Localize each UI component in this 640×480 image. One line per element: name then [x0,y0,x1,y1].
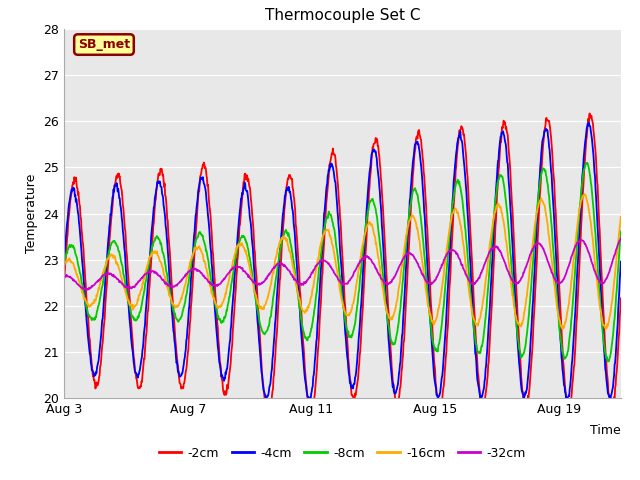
-4cm [585,120,593,126]
-4cm [208,260,216,265]
Line: -32cm: -32cm [64,239,621,290]
-32cm [617,236,625,241]
-16cm [348,307,355,312]
-2cm [348,393,356,398]
-4cm [348,384,356,390]
Text: Time: Time [590,424,621,437]
Line: -2cm: -2cm [64,113,621,416]
Y-axis label: Temperature: Temperature [25,174,38,253]
Line: -4cm: -4cm [64,123,621,403]
-32cm [463,274,471,279]
-8cm [133,317,141,323]
-8cm [605,359,612,364]
-2cm [133,376,141,382]
-32cm [60,274,68,279]
-16cm [133,301,141,307]
-4cm [305,400,313,406]
-8cm [348,335,355,340]
-16cm [208,290,216,296]
Title: Thermocouple Set C: Thermocouple Set C [265,9,420,24]
-16cm [582,192,589,198]
-2cm [60,277,68,283]
-16cm [267,281,275,287]
-8cm [584,160,591,166]
-32cm [133,280,141,286]
-2cm [208,228,216,234]
Text: SB_met: SB_met [78,38,130,51]
-4cm [267,375,275,381]
-16cm [60,262,68,267]
-32cm [208,282,216,288]
-8cm [208,281,216,287]
-16cm [617,214,625,220]
-16cm [581,191,589,197]
-32cm [348,274,356,280]
Line: -16cm: -16cm [64,194,621,329]
-2cm [581,153,589,158]
-4cm [463,202,471,207]
-4cm [133,371,141,377]
-8cm [60,260,68,265]
-16cm [559,326,566,332]
Line: -8cm: -8cm [64,163,621,361]
-32cm [83,287,90,293]
-2cm [586,110,594,116]
-2cm [463,169,471,175]
-4cm [60,259,68,264]
-2cm [268,401,275,407]
-2cm [617,296,625,301]
-8cm [617,228,625,234]
Legend: -2cm, -4cm, -8cm, -16cm, -32cm: -2cm, -4cm, -8cm, -16cm, -32cm [154,442,531,465]
-2cm [264,413,271,419]
-8cm [463,239,470,245]
-4cm [617,259,625,264]
-4cm [581,139,589,144]
-32cm [581,241,589,247]
-8cm [267,314,275,320]
-16cm [463,269,470,275]
-32cm [268,268,275,274]
-8cm [581,165,589,171]
